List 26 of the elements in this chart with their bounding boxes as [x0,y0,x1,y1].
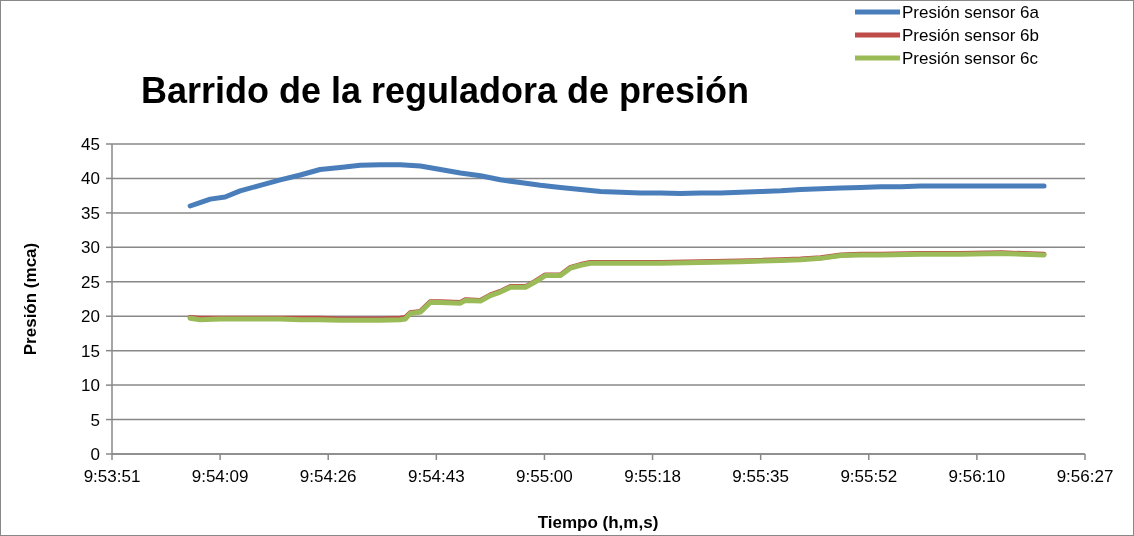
y-tick-label: 15 [81,341,100,361]
x-axis-title: Tiempo (h,m,s) [537,513,659,532]
legend-label: Presión sensor 6b [902,25,1040,45]
y-tick-label: 20 [81,307,100,327]
x-tick-label: 9:54:09 [191,467,249,486]
x-tick-label: 9:54:26 [299,467,357,486]
x-tick-label: 9:53:51 [83,467,141,486]
y-tick-label: 10 [81,376,100,396]
legend-label: Presión sensor 6c [902,48,1039,68]
x-tick-label: 9:56:10 [948,467,1006,486]
chart-title: Barrido de la reguladora de presión [140,70,750,111]
x-tick-label: 9:54:43 [407,467,465,486]
y-tick-label: 45 [81,134,100,154]
x-tick-label: 9:55:52 [840,467,898,486]
y-tick-label: 35 [81,203,100,223]
x-tick-label: 9:55:18 [624,467,681,486]
y-tick-label: 40 [81,169,100,189]
x-tick-label: 9:55:00 [516,467,573,486]
x-tick-label: 9:56:27 [1056,467,1114,486]
y-tick-label: 0 [90,444,100,464]
y-axis-title: Presión (mca) [21,242,40,356]
y-tick-label: 30 [81,238,100,258]
x-tick-label: 9:55:35 [732,467,790,486]
legend-label: Presión sensor 6a [902,2,1040,22]
y-tick-label: 5 [90,410,100,430]
y-tick-label: 25 [81,272,100,292]
